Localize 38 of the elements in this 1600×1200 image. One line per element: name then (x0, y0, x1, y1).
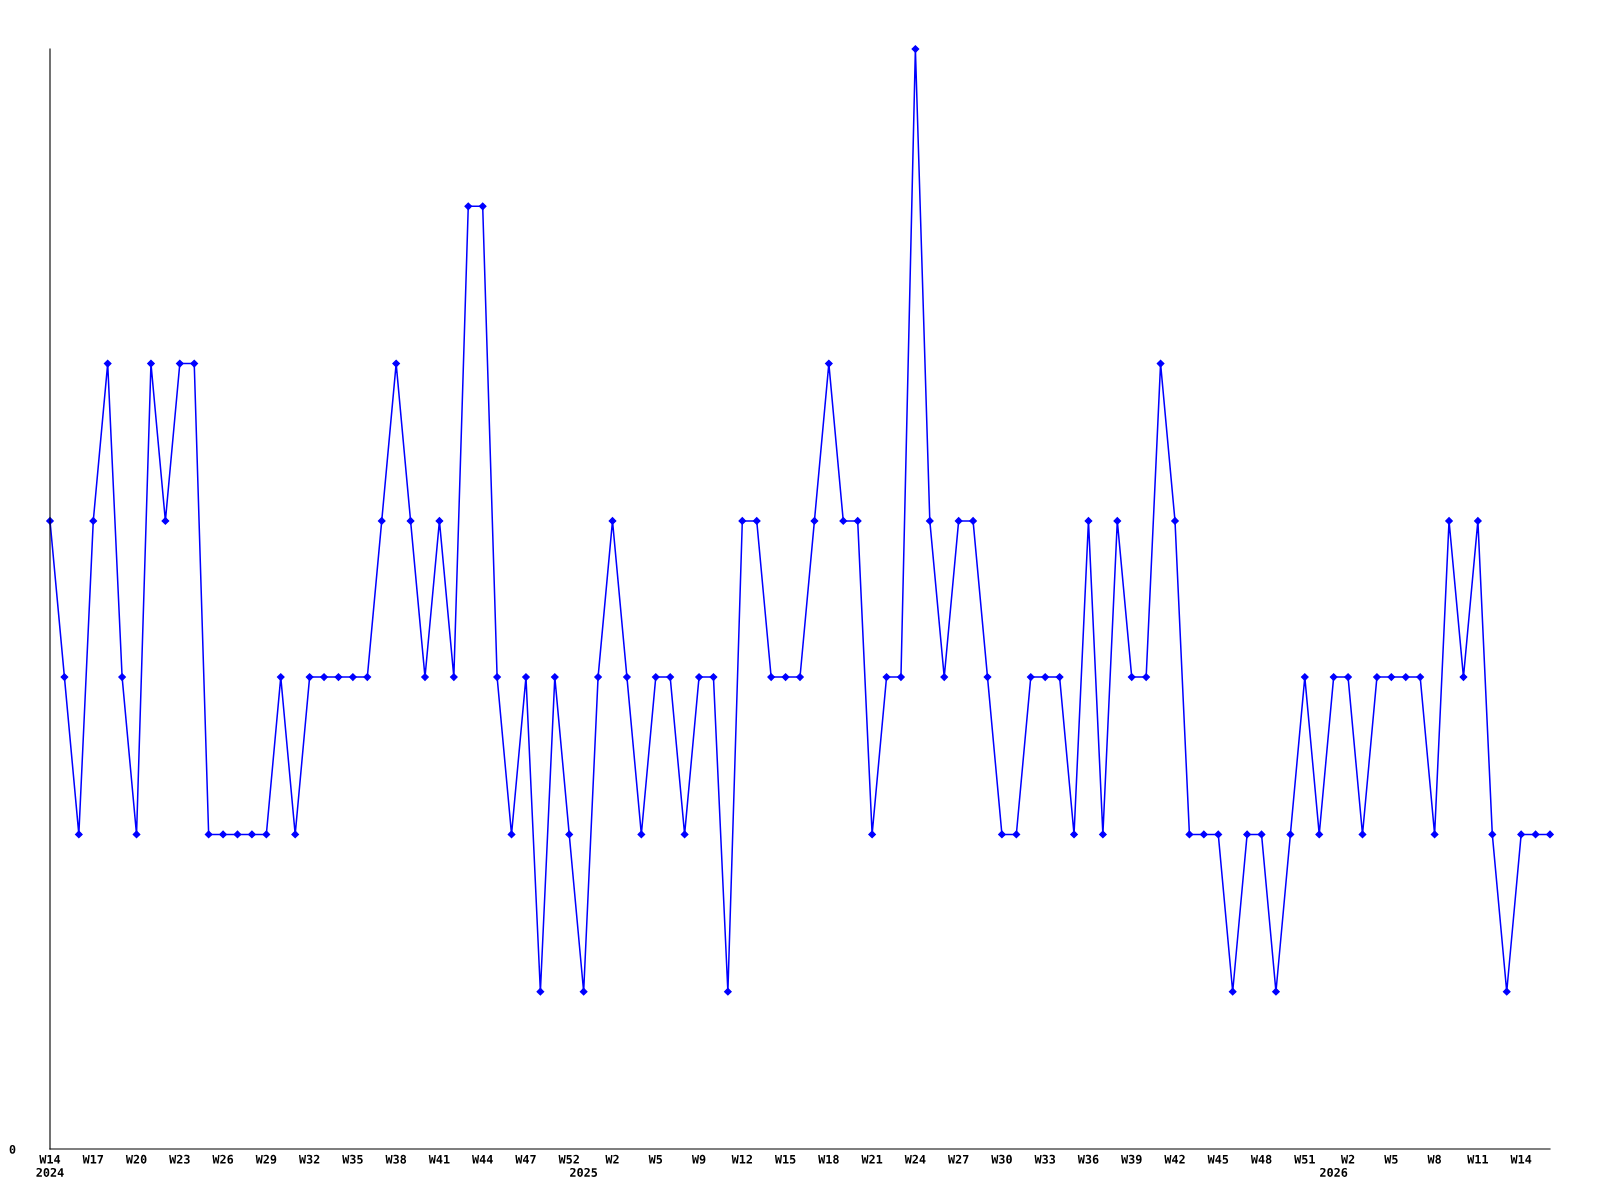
x-tick-label: W45 (1207, 1154, 1229, 1164)
x-tick-label: W11 (1467, 1154, 1488, 1164)
x-tick-label: W52 (558, 1154, 579, 1164)
x-tick-label: W20 (125, 1154, 147, 1164)
x-tick-label: W26 (212, 1154, 234, 1164)
x-tick-label: W48 (1250, 1154, 1272, 1164)
x-tick-label: W51 (1294, 1154, 1315, 1164)
x-tick-label: W2 (1340, 1154, 1355, 1164)
x-tick-label: W14 2024 (36, 1154, 64, 1177)
x-tick-label: W14 (1510, 1154, 1532, 1164)
x-tick-label: W17 (82, 1154, 104, 1164)
x-tick-label: 2025 (570, 1167, 598, 1177)
x-tick-label: W39 (1121, 1154, 1142, 1164)
x-tick-label: W23 (169, 1154, 190, 1164)
x-tick-label: 2026 (1320, 1167, 1348, 1177)
x-tick-label: W9 (691, 1154, 706, 1164)
x-tick-label: W12 (731, 1154, 752, 1164)
x-tick-label: W8 (1427, 1154, 1441, 1164)
x-tick-label: W18 (818, 1154, 839, 1164)
x-tick-label: W33 (1034, 1154, 1056, 1164)
x-tick-label: W29 (255, 1154, 277, 1164)
x-tick-label: W21 (861, 1154, 883, 1164)
x-tick-label: W36 (1077, 1154, 1099, 1164)
x-tick-label: W42 (1164, 1154, 1185, 1164)
x-tick-label: W5 (1384, 1154, 1398, 1164)
x-tick-label: W38 (385, 1154, 407, 1164)
x-tick-label: W27 (947, 1154, 969, 1164)
x-tick-label: W24 (904, 1154, 926, 1164)
x-tick-label: W32 (298, 1154, 320, 1164)
text: 0 (9, 1144, 16, 1154)
x-tick-label: W44 (472, 1154, 493, 1164)
x-tick-label: W47 (515, 1154, 536, 1164)
x-tick-label: W30 (991, 1154, 1012, 1164)
x-tick-label: W2 (605, 1154, 619, 1164)
x-tick-label: W5 (648, 1154, 663, 1164)
x-tick-label: W15 (774, 1154, 796, 1164)
x-tick-label: W41 (428, 1154, 450, 1164)
x-tick-label: W35 (342, 1154, 363, 1164)
